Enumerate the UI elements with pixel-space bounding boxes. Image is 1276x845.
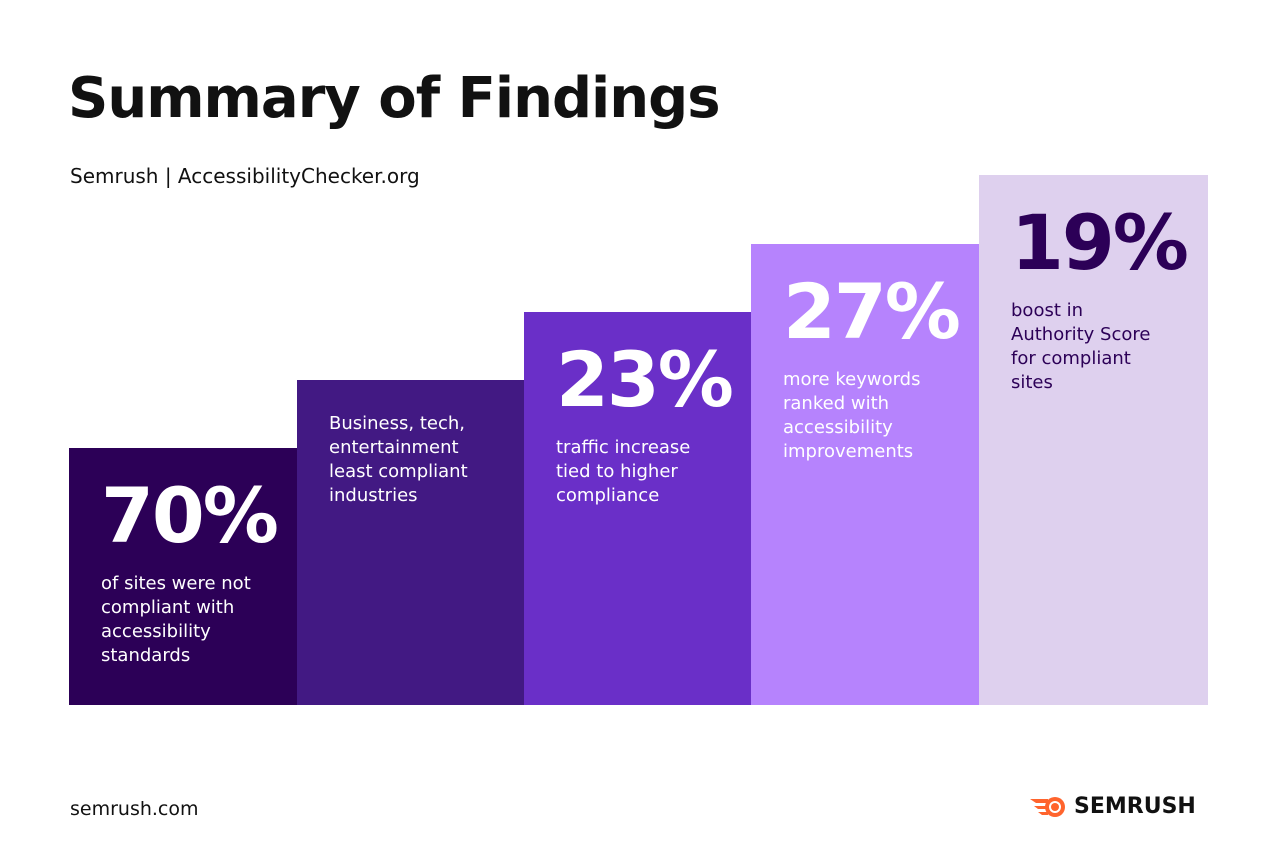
- source-subtitle: Semrush | AccessibilityChecker.org: [70, 164, 420, 188]
- step-text: traffic increase tied to higher complian…: [556, 437, 691, 506]
- step-text: of sites were not compliant with accessi…: [101, 573, 251, 666]
- step-value: 23%: [556, 335, 734, 424]
- semrush-logo: SEMRUSH: [1030, 794, 1196, 819]
- page-title: Summary of Findings: [68, 66, 721, 131]
- footer-url: semrush.com: [70, 798, 199, 820]
- step-text: more keywords ranked with accessibility …: [783, 369, 921, 462]
- step-1: 70% of sites were not compliant with acc…: [69, 448, 297, 705]
- semrush-fireball-icon: [1030, 796, 1065, 817]
- step-value: 19%: [1011, 198, 1189, 287]
- step-2: Business, tech, entertainment least comp…: [297, 380, 524, 705]
- step-value: 27%: [783, 267, 961, 356]
- step-4: 27% more keywords ranked with accessibil…: [751, 244, 979, 705]
- step-3: 23% traffic increase tied to higher comp…: [524, 312, 751, 705]
- step-text: boost in Authority Score for compliant s…: [1011, 300, 1151, 393]
- step-text: Business, tech, entertainment least comp…: [329, 413, 468, 506]
- logo-text: SEMRUSH: [1074, 794, 1196, 819]
- step-value: 70%: [101, 471, 279, 560]
- step-5: 19% boost in Authority Score for complia…: [979, 175, 1208, 705]
